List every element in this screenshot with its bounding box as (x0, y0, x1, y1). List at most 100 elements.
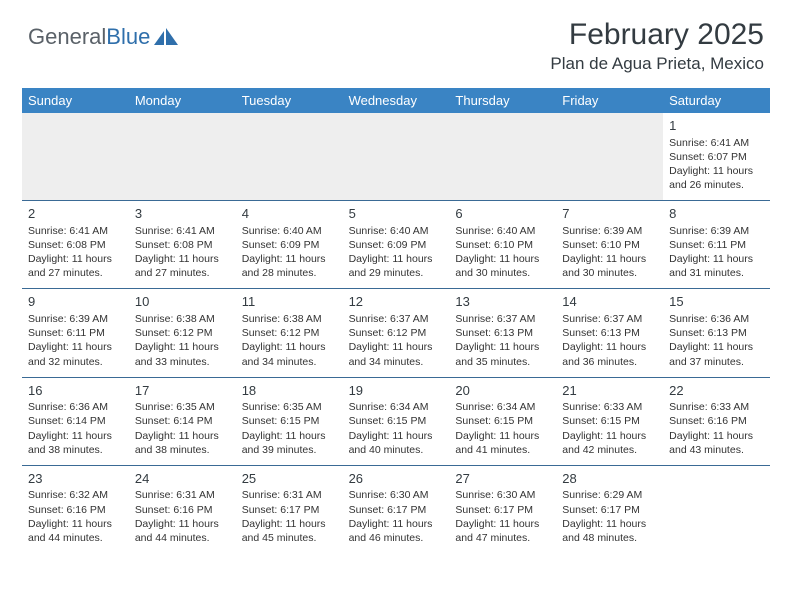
day-info: Sunrise: 6:38 AMSunset: 6:12 PMDaylight:… (135, 312, 230, 369)
logo-text-first: General (28, 24, 106, 50)
day-number: 1 (669, 117, 764, 135)
day-info: Sunrise: 6:40 AMSunset: 6:10 PMDaylight:… (455, 224, 550, 281)
calendar-day: 1Sunrise: 6:41 AMSunset: 6:07 PMDaylight… (663, 113, 770, 200)
day-number: 3 (135, 205, 230, 223)
day-info: Sunrise: 6:30 AMSunset: 6:17 PMDaylight:… (455, 488, 550, 545)
day-info: Sunrise: 6:36 AMSunset: 6:13 PMDaylight:… (669, 312, 764, 369)
calendar-day: 17Sunrise: 6:35 AMSunset: 6:14 PMDayligh… (129, 378, 236, 465)
day-info: Sunrise: 6:34 AMSunset: 6:15 PMDaylight:… (455, 400, 550, 457)
day-info: Sunrise: 6:34 AMSunset: 6:15 PMDaylight:… (349, 400, 444, 457)
day-info: Sunrise: 6:29 AMSunset: 6:17 PMDaylight:… (562, 488, 657, 545)
calendar-day: 22Sunrise: 6:33 AMSunset: 6:16 PMDayligh… (663, 378, 770, 465)
calendar-day-blank (449, 113, 556, 200)
calendar-day: 28Sunrise: 6:29 AMSunset: 6:17 PMDayligh… (556, 466, 663, 553)
page-title: February 2025 (550, 18, 764, 52)
calendar-day: 7Sunrise: 6:39 AMSunset: 6:10 PMDaylight… (556, 201, 663, 288)
weekday-header: Thursday (449, 88, 556, 113)
day-number: 26 (349, 470, 444, 488)
day-number: 22 (669, 382, 764, 400)
calendar-day: 16Sunrise: 6:36 AMSunset: 6:14 PMDayligh… (22, 378, 129, 465)
weekday-header: Monday (129, 88, 236, 113)
calendar-day: 25Sunrise: 6:31 AMSunset: 6:17 PMDayligh… (236, 466, 343, 553)
day-number: 13 (455, 293, 550, 311)
day-info: Sunrise: 6:35 AMSunset: 6:15 PMDaylight:… (242, 400, 337, 457)
calendar-week: 1Sunrise: 6:41 AMSunset: 6:07 PMDaylight… (22, 113, 770, 200)
day-info: Sunrise: 6:39 AMSunset: 6:11 PMDaylight:… (669, 224, 764, 281)
day-number: 10 (135, 293, 230, 311)
day-info: Sunrise: 6:37 AMSunset: 6:13 PMDaylight:… (562, 312, 657, 369)
day-number: 17 (135, 382, 230, 400)
calendar-day: 3Sunrise: 6:41 AMSunset: 6:08 PMDaylight… (129, 201, 236, 288)
calendar-day-blank (556, 113, 663, 200)
day-number: 21 (562, 382, 657, 400)
calendar-day: 14Sunrise: 6:37 AMSunset: 6:13 PMDayligh… (556, 289, 663, 376)
calendar-day: 26Sunrise: 6:30 AMSunset: 6:17 PMDayligh… (343, 466, 450, 553)
day-number: 27 (455, 470, 550, 488)
day-number: 11 (242, 293, 337, 311)
day-number: 18 (242, 382, 337, 400)
calendar-day: 11Sunrise: 6:38 AMSunset: 6:12 PMDayligh… (236, 289, 343, 376)
calendar-day: 9Sunrise: 6:39 AMSunset: 6:11 PMDaylight… (22, 289, 129, 376)
day-number: 8 (669, 205, 764, 223)
calendar-day: 18Sunrise: 6:35 AMSunset: 6:15 PMDayligh… (236, 378, 343, 465)
day-number: 25 (242, 470, 337, 488)
day-number: 6 (455, 205, 550, 223)
calendar-week: 2Sunrise: 6:41 AMSunset: 6:08 PMDaylight… (22, 200, 770, 288)
location-subtitle: Plan de Agua Prieta, Mexico (550, 54, 764, 74)
calendar-day: 8Sunrise: 6:39 AMSunset: 6:11 PMDaylight… (663, 201, 770, 288)
day-info: Sunrise: 6:31 AMSunset: 6:17 PMDaylight:… (242, 488, 337, 545)
day-number: 9 (28, 293, 123, 311)
day-info: Sunrise: 6:41 AMSunset: 6:08 PMDaylight:… (135, 224, 230, 281)
weeks-container: 1Sunrise: 6:41 AMSunset: 6:07 PMDaylight… (22, 113, 770, 553)
day-info: Sunrise: 6:41 AMSunset: 6:07 PMDaylight:… (669, 136, 764, 193)
calendar-day: 19Sunrise: 6:34 AMSunset: 6:15 PMDayligh… (343, 378, 450, 465)
calendar-day: 24Sunrise: 6:31 AMSunset: 6:16 PMDayligh… (129, 466, 236, 553)
day-number: 12 (349, 293, 444, 311)
day-info: Sunrise: 6:36 AMSunset: 6:14 PMDaylight:… (28, 400, 123, 457)
calendar-day-blank (663, 466, 770, 553)
calendar-day: 4Sunrise: 6:40 AMSunset: 6:09 PMDaylight… (236, 201, 343, 288)
day-info: Sunrise: 6:32 AMSunset: 6:16 PMDaylight:… (28, 488, 123, 545)
calendar-day-blank (343, 113, 450, 200)
logo: GeneralBlue (28, 24, 180, 50)
day-info: Sunrise: 6:39 AMSunset: 6:11 PMDaylight:… (28, 312, 123, 369)
day-number: 28 (562, 470, 657, 488)
calendar-day: 23Sunrise: 6:32 AMSunset: 6:16 PMDayligh… (22, 466, 129, 553)
calendar: SundayMondayTuesdayWednesdayThursdayFrid… (22, 88, 770, 553)
weekday-header: Sunday (22, 88, 129, 113)
calendar-day: 21Sunrise: 6:33 AMSunset: 6:15 PMDayligh… (556, 378, 663, 465)
day-info: Sunrise: 6:33 AMSunset: 6:16 PMDaylight:… (669, 400, 764, 457)
day-number: 14 (562, 293, 657, 311)
calendar-day: 6Sunrise: 6:40 AMSunset: 6:10 PMDaylight… (449, 201, 556, 288)
day-info: Sunrise: 6:41 AMSunset: 6:08 PMDaylight:… (28, 224, 123, 281)
calendar-week: 23Sunrise: 6:32 AMSunset: 6:16 PMDayligh… (22, 465, 770, 553)
weekday-header: Wednesday (343, 88, 450, 113)
calendar-week: 16Sunrise: 6:36 AMSunset: 6:14 PMDayligh… (22, 377, 770, 465)
calendar-week: 9Sunrise: 6:39 AMSunset: 6:11 PMDaylight… (22, 288, 770, 376)
day-info: Sunrise: 6:40 AMSunset: 6:09 PMDaylight:… (349, 224, 444, 281)
calendar-day: 13Sunrise: 6:37 AMSunset: 6:13 PMDayligh… (449, 289, 556, 376)
weekday-header: Friday (556, 88, 663, 113)
day-info: Sunrise: 6:31 AMSunset: 6:16 PMDaylight:… (135, 488, 230, 545)
logo-text-second: Blue (106, 24, 150, 50)
day-info: Sunrise: 6:33 AMSunset: 6:15 PMDaylight:… (562, 400, 657, 457)
day-number: 20 (455, 382, 550, 400)
day-number: 7 (562, 205, 657, 223)
title-block: February 2025 Plan de Agua Prieta, Mexic… (550, 18, 764, 74)
calendar-day: 27Sunrise: 6:30 AMSunset: 6:17 PMDayligh… (449, 466, 556, 553)
day-info: Sunrise: 6:40 AMSunset: 6:09 PMDaylight:… (242, 224, 337, 281)
day-number: 5 (349, 205, 444, 223)
calendar-day: 10Sunrise: 6:38 AMSunset: 6:12 PMDayligh… (129, 289, 236, 376)
calendar-day: 12Sunrise: 6:37 AMSunset: 6:12 PMDayligh… (343, 289, 450, 376)
calendar-day-blank (22, 113, 129, 200)
calendar-day-blank (236, 113, 343, 200)
day-number: 23 (28, 470, 123, 488)
day-number: 16 (28, 382, 123, 400)
day-info: Sunrise: 6:38 AMSunset: 6:12 PMDaylight:… (242, 312, 337, 369)
calendar-day: 15Sunrise: 6:36 AMSunset: 6:13 PMDayligh… (663, 289, 770, 376)
day-info: Sunrise: 6:30 AMSunset: 6:17 PMDaylight:… (349, 488, 444, 545)
calendar-day: 20Sunrise: 6:34 AMSunset: 6:15 PMDayligh… (449, 378, 556, 465)
day-number: 15 (669, 293, 764, 311)
weekday-header-row: SundayMondayTuesdayWednesdayThursdayFrid… (22, 88, 770, 113)
calendar-day-blank (129, 113, 236, 200)
